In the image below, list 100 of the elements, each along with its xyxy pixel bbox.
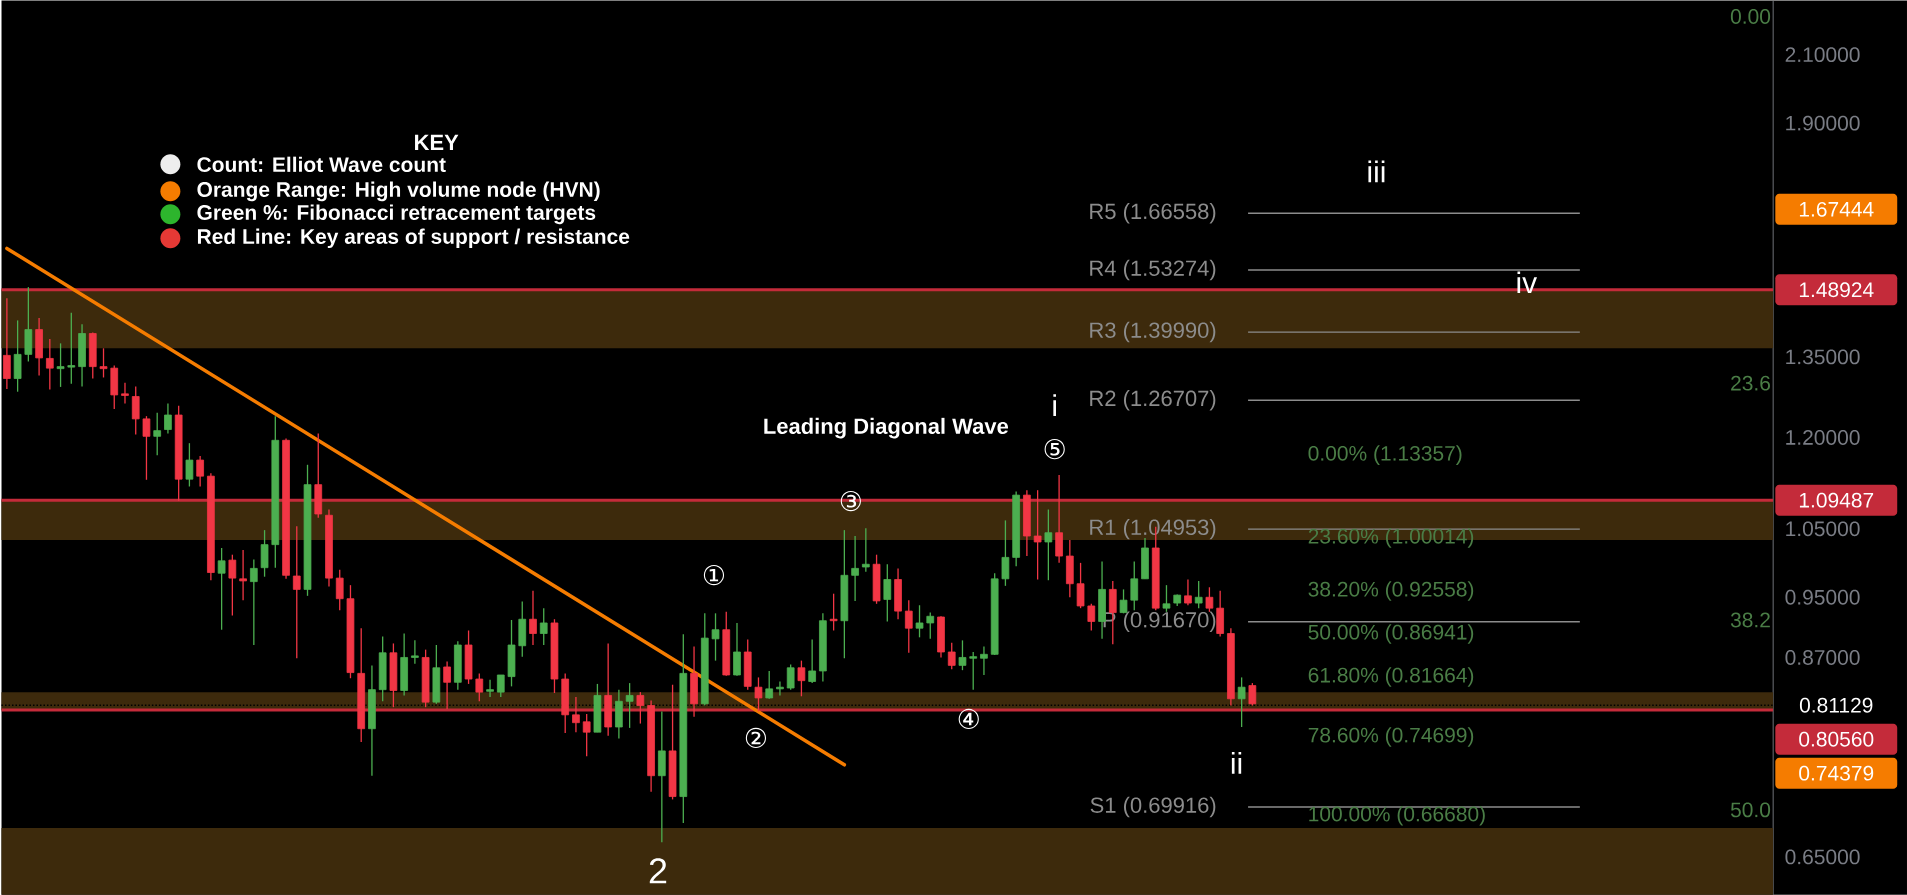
annotation: ① — [703, 564, 725, 585]
candlestick — [1033, 489, 1042, 581]
ref-line-label: 0.80560 — [1799, 731, 1874, 747]
candlestick — [249, 558, 258, 646]
candlestick — [99, 347, 108, 378]
annotation: 23.6 — [1731, 375, 1770, 391]
ref-line-label: S1 (0.69916) — [1090, 796, 1216, 818]
candlestick — [292, 525, 301, 659]
candlestick — [56, 342, 65, 388]
candlestick — [486, 679, 494, 698]
ref-line-label: 1.09487 — [1799, 492, 1874, 508]
annotation: 100.00% (0.66680) — [1309, 805, 1485, 826]
y-tick-label: 0.87000 — [1785, 649, 1860, 665]
annotation: Leading Diagonal Wave — [764, 417, 1009, 439]
candlestick — [1076, 562, 1085, 609]
candlestick — [3, 297, 11, 390]
candlestick — [1162, 584, 1171, 613]
annotation: 50.00% (0.86941) — [1308, 624, 1474, 644]
ref-line-label: R4 (1.53274) — [1090, 259, 1216, 281]
candlestick — [1044, 508, 1053, 581]
annotation: iii — [1368, 160, 1385, 183]
candlestick — [862, 527, 870, 573]
annotation: Count: Elliot Wave count — [197, 156, 446, 172]
candlestick — [164, 402, 172, 434]
annotation: 78.60% (0.74699) — [1308, 727, 1474, 747]
ref-line-label: 1.48924 — [1799, 282, 1874, 298]
y-tick-label: 0.65000 — [1785, 849, 1860, 865]
text: 0.74379 — [1799, 765, 1874, 781]
annotation: i — [1053, 394, 1056, 416]
text: 1.67444 — [1799, 201, 1874, 217]
candlestick — [67, 311, 76, 385]
candlestick — [829, 592, 838, 631]
candlestick — [883, 563, 892, 622]
ref-line-label: 0.81129 — [1799, 697, 1873, 713]
annotation: 0.00 — [1730, 8, 1771, 24]
annotation: 38.20% (0.92558) — [1308, 581, 1474, 601]
annotation: 2 — [649, 858, 667, 884]
candlestick — [1248, 682, 1257, 706]
candlestick — [980, 645, 988, 676]
candlestick — [1205, 586, 1214, 613]
y-tick-label: 1.20000 — [1786, 429, 1860, 445]
candlestick — [335, 568, 344, 611]
candlestick — [496, 674, 505, 698]
candlestick — [142, 415, 151, 481]
candlestick — [797, 659, 806, 697]
annotation: ⑤ — [1044, 438, 1065, 460]
candlestick — [572, 696, 580, 733]
ref-line-label: R3 (1.39990) — [1090, 321, 1216, 343]
candlestick — [217, 547, 226, 631]
candlestick — [45, 338, 54, 391]
annotation: 61.80% (0.81664) — [1308, 667, 1474, 687]
y-tick-label: 1.90000 — [1786, 115, 1860, 131]
candlestick — [260, 529, 269, 578]
y-tick-label: 1.05000 — [1786, 521, 1860, 537]
candlestick — [947, 641, 956, 670]
y-tick-label: 0.95000 — [1785, 589, 1860, 605]
candlestick — [443, 660, 451, 710]
candlestick — [196, 455, 204, 488]
candlestick — [185, 442, 194, 488]
annotation: 50.0 — [1730, 802, 1771, 818]
annotation: Green %: Fibonacci retracement targets — [197, 204, 596, 225]
candlestick — [529, 590, 537, 646]
candlestick — [1087, 603, 1096, 631]
candlestick — [1055, 474, 1063, 564]
y-tick-label: 1.35000 — [1786, 349, 1860, 365]
annotation: 0.00% (1.13357) — [1308, 445, 1462, 465]
annotation: Orange Range: High volume node (HVN) — [197, 181, 600, 202]
annotation: iv — [1517, 271, 1538, 293]
candlestick — [228, 553, 237, 617]
candlestick — [808, 638, 816, 684]
candlestick — [765, 670, 774, 700]
candlestick — [131, 385, 140, 436]
candlestick — [851, 535, 859, 602]
candlestick — [411, 639, 419, 665]
candlestick — [636, 691, 645, 725]
candlestick — [153, 412, 162, 456]
candlestick — [969, 651, 978, 691]
candlestick — [625, 682, 634, 729]
candlestick — [1237, 676, 1246, 728]
candlestick — [786, 663, 795, 691]
candlestick — [958, 639, 967, 671]
y-tick-label: 2.10000 — [1785, 47, 1860, 62]
candlestick — [1184, 578, 1192, 606]
candlestick — [926, 611, 935, 640]
candlestick — [239, 549, 247, 601]
annotation: ii — [1231, 751, 1242, 774]
candlestick — [904, 599, 913, 654]
candlestick — [121, 381, 129, 405]
candlestick — [754, 676, 763, 712]
candlestick — [1130, 560, 1139, 611]
candlestick — [733, 622, 741, 677]
candlestick — [582, 713, 591, 757]
candlestick — [539, 607, 548, 646]
candlestick — [915, 604, 924, 638]
ref-line-label: R1 (1.04953) — [1090, 518, 1216, 540]
annotation: ② — [745, 727, 767, 748]
candlestick — [475, 672, 484, 702]
ref-line-label: R5 (1.66558) — [1090, 202, 1216, 224]
annotation: ④ — [958, 708, 979, 729]
candlestick — [1001, 519, 1010, 587]
